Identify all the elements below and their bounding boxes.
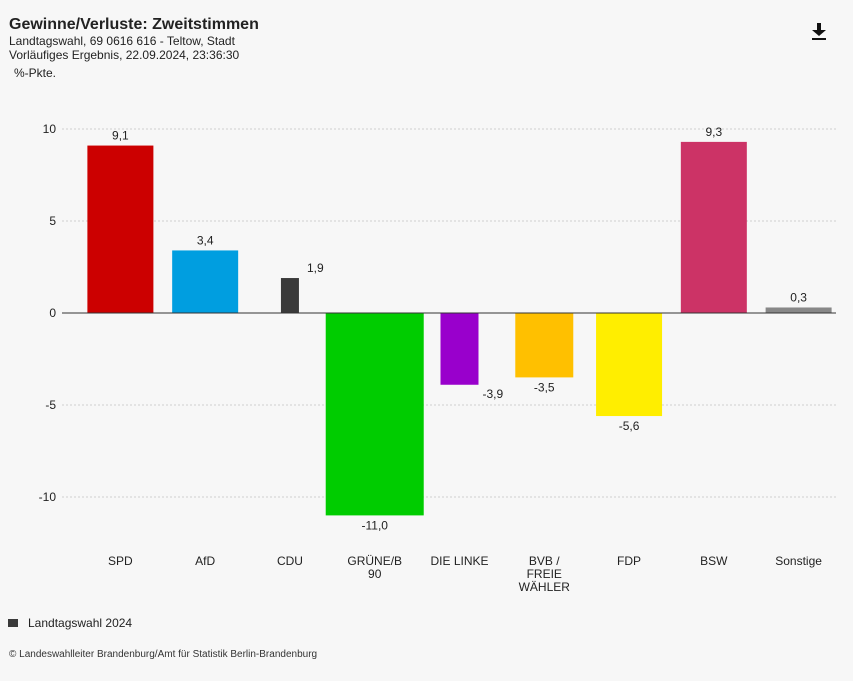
y-tick-label: 0 [49,306,56,320]
x-tick-label: SPD [108,554,133,568]
bar [515,313,574,378]
x-tick-label-line: WÄHLER [519,580,571,594]
x-tick-label: Sonstige [775,554,822,568]
bar [765,307,832,313]
download-icon [812,23,826,40]
x-tick-label-line: FREIE [527,567,562,581]
y-tick-label: 5 [49,214,56,228]
data-label: 3,4 [197,233,214,247]
y-tick-label: 10 [43,122,57,136]
data-label: -3,9 [483,387,504,401]
legend-label: Landtagswahl 2024 [28,616,133,630]
legend-swatch [8,619,18,627]
bar [87,145,154,313]
x-tick-label-line: 90 [368,567,382,581]
chart-timestamp: Vorläufiges Ergebnis, 22.09.2024, 23:36:… [9,48,240,62]
x-tick-label-line: DIE LINKE [430,554,488,568]
x-tick-label-line: FDP [617,554,641,568]
y-tick-label: -10 [39,490,57,504]
x-tick-label: BSW [700,554,728,568]
x-tick-label: GRÜNE/B 90 [347,554,402,581]
bar [440,313,479,385]
data-label: 9,1 [112,129,129,143]
bar [172,250,239,313]
bar [596,313,663,417]
x-tick-label-line: BSW [700,554,728,568]
y-tick-label: -5 [45,398,56,412]
x-tick-label-line: BVB / [529,554,560,568]
chart-subtitle: Landtagswahl, 69 0616 616 - Teltow, Stad… [9,34,235,48]
data-label: 9,3 [705,125,722,139]
x-tick-label-line: SPD [108,554,133,568]
x-tick-label: AfD [195,554,215,568]
x-tick-label: FDP [617,554,641,568]
x-tick-label-line: CDU [277,554,303,568]
bar [680,141,747,313]
data-label: -5,6 [619,419,640,433]
bar [325,313,424,516]
data-label: 0,3 [790,290,807,304]
x-tick-label-line: AfD [195,554,215,568]
x-tick-label-line: GRÜNE/B [347,554,402,568]
data-label: -3,5 [534,380,555,394]
y-axis-unit: %-Pkte. [14,66,57,80]
source-note: © Landeswahlleiter Brandenburg/Amt für S… [9,649,318,660]
chart-title: Gewinne/Verluste: Zweitstimmen [9,16,259,33]
legend: Landtagswahl 2024 [8,616,132,630]
download-button[interactable] [808,20,830,42]
x-tick-label: CDU [277,554,303,568]
x-tick-label-line: Sonstige [775,554,822,568]
x-tick-label: DIE LINKE [430,554,488,568]
bar [280,278,299,313]
data-label: 1,9 [307,261,324,275]
data-label: -11,0 [361,518,388,532]
x-tick-label: BVB / FREIE WÄHLER [519,554,571,594]
